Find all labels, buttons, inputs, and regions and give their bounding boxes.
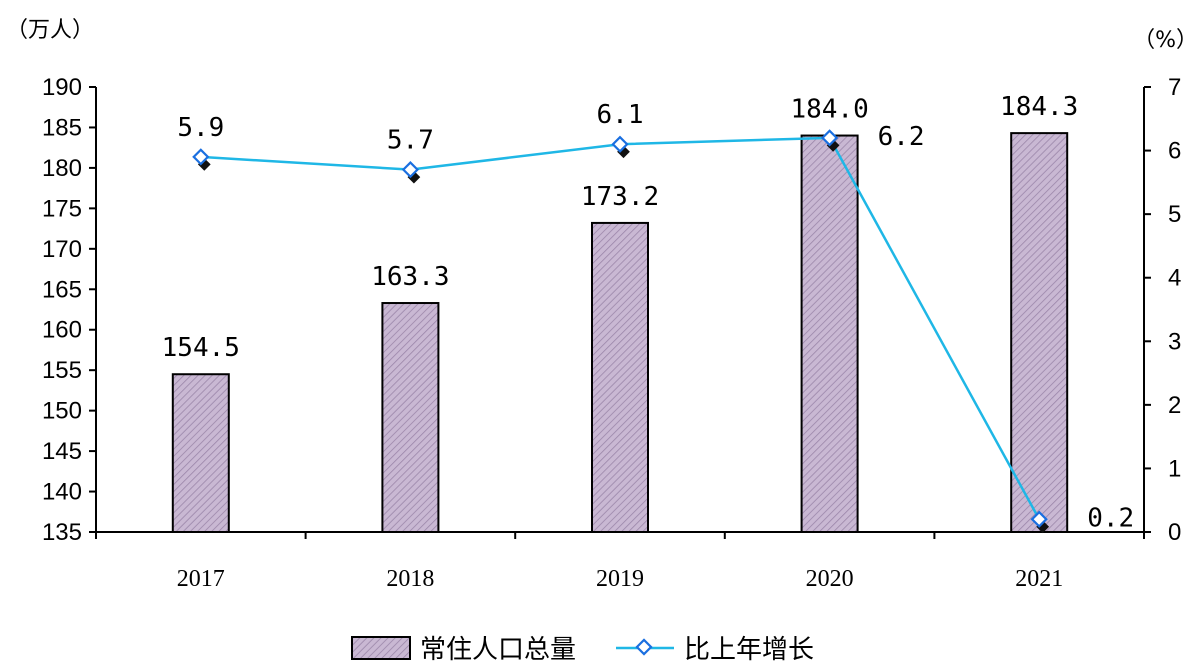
line-data-label: 0.2 [1087,503,1134,533]
legend: 常住人口总量 比上年增长 [351,635,814,665]
line-marker [820,129,839,147]
bar-data-label: 173.2 [581,182,659,212]
right-axis-tick-label: 3 [1168,328,1181,355]
x-axis-tick-label: 2020 [806,566,854,592]
line-marker [401,161,420,179]
legend-label-line: 比上年增长 [684,635,814,665]
right-axis-tick-label: 7 [1168,74,1181,101]
left-axis-tick-label: 170 [42,236,82,263]
bar [591,221,649,533]
x-axis-tick-label: 2021 [1015,566,1063,592]
bar [171,373,230,533]
left-axis-tick-label: 165 [42,276,82,303]
left-axis-tick-label: 145 [42,438,82,465]
line-marker [611,135,629,153]
x-axis-tick-label: 2017 [177,566,225,592]
bar-data-label: 163.3 [371,262,449,292]
x-axis-tick-label: 2019 [596,566,644,592]
line-marker [192,148,210,166]
legend-label-bar: 常住人口总量 [420,635,576,665]
right-axis-tick-label: 1 [1168,455,1181,482]
left-axis-tick-label: 160 [42,317,82,344]
legend-swatch-bar [351,636,411,660]
line-data-label: 5.7 [387,126,434,156]
bar [1010,132,1069,533]
legend-swatch-marker [635,638,653,656]
line-data-label: 5.9 [177,113,224,143]
bar [381,302,440,534]
right-axis-tick-label: 6 [1168,138,1181,165]
left-axis-tick-label: 180 [42,155,82,182]
right-axis-unit: （%） [1133,28,1198,53]
bar-data-label: 184.0 [790,95,868,125]
line-series: 5.9 5.7 6.1 6.2 0.2 [177,100,1134,533]
x-axis-tick-label: 2018 [386,566,434,592]
axes: 135 140 145 150 155 160 165 170 175 180 185 190 0 1 2 3… [42,74,1181,592]
right-axis-tick-label: 2 [1168,392,1181,419]
left-axis-tick-label: 185 [42,114,82,141]
left-axis-tick-label: 155 [42,357,82,384]
line-marker [1030,510,1048,528]
bar-series: 154.5 163.3 173.2 184.0 184.3 [162,92,1078,534]
left-axis-tick-label: 150 [42,398,82,425]
right-axis-tick-label: 4 [1168,265,1181,292]
left-axis-unit: （万人） [6,18,94,43]
bar-data-label: 184.3 [1000,92,1078,122]
left-axis-tick-label: 140 [42,479,82,506]
line-data-label: 6.2 [878,122,925,152]
left-axis-tick-label: 175 [42,195,82,222]
bar-data-label: 154.5 [162,333,240,363]
right-axis-tick-label: 5 [1168,201,1181,228]
left-axis-tick-label: 190 [42,74,82,101]
bar [800,134,859,534]
left-axis-tick-label: 135 [42,519,82,546]
line-data-label: 6.1 [597,100,644,130]
right-axis-tick-label: 0 [1168,519,1181,546]
